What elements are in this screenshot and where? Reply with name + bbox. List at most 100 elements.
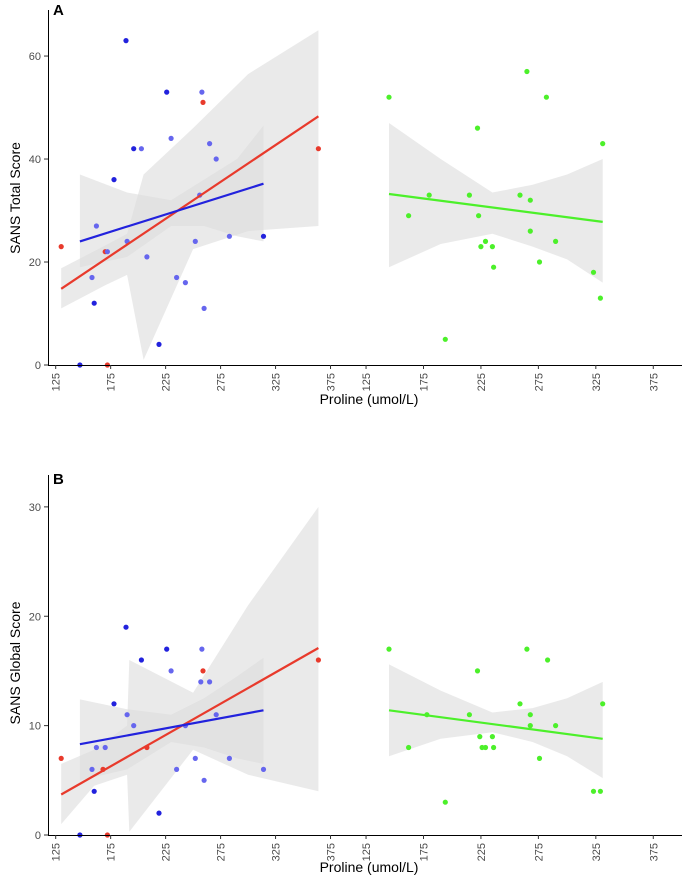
panel-b-right-x-tick-label-375: 375	[648, 843, 660, 861]
panel-b-right-point-14	[527, 723, 533, 729]
panel-a-right-point-4	[466, 192, 472, 198]
panel-a-right-point-18	[590, 269, 597, 275]
panel-b-left-point-20	[198, 679, 204, 685]
panel-b-left-point-14	[156, 810, 162, 816]
panel-a-left-point-24	[207, 141, 213, 147]
panel-a-right-point-2	[426, 192, 432, 198]
panel-b-right-x-tick-label-225: 225	[476, 843, 488, 861]
panel-a-right-point-5	[474, 125, 481, 131]
panel-b-left-point-22	[200, 668, 206, 674]
panel-b-left-point-24	[207, 679, 213, 685]
panel-b-left-confidence-bands	[61, 506, 319, 832]
panel-a-left-point-14	[156, 341, 162, 347]
panel-a-left-point-3	[91, 300, 97, 306]
panel-b-left-point-12	[138, 657, 144, 663]
panel-a-left-point-12	[138, 146, 144, 152]
panel-a-y-tick-label-0: 0	[35, 360, 41, 372]
panel-b-left-point-28	[315, 657, 321, 663]
panel-a-left-point-13	[144, 254, 150, 260]
panel-a-right-point-13	[527, 197, 533, 203]
panel-a-left-point-8	[111, 177, 117, 183]
panel-b-left-point-4	[93, 744, 99, 751]
panel-b-right-point-13	[527, 712, 533, 718]
panel-a-left-x-tick-label-375: 375	[326, 373, 338, 391]
panel-a-left-point-17	[174, 274, 180, 281]
panel-a-left-x-tick-label-275: 275	[216, 373, 228, 391]
panel-b-right-point-15	[536, 755, 543, 762]
panel-b-left-blue-fit-line	[79, 709, 264, 746]
panel-a-left-point-27	[260, 233, 267, 239]
panel-a-left-point-6	[104, 249, 110, 255]
panel-a-left-x-tick-label-225: 225	[161, 373, 173, 391]
panel-b-right-point-6	[477, 734, 483, 740]
panel-a-right-point-8	[482, 238, 489, 244]
panel-b-left-point-25	[213, 712, 219, 718]
panel-b-left-points	[58, 624, 321, 838]
panel-a-right-confidence-bands	[389, 123, 603, 283]
panel-b: B 125 175 225 275 325 375 0 10 20 30 125 175 225 275 3…	[7, 471, 682, 875]
panel-a-left-points	[58, 38, 321, 368]
panel-b-left-fit-lines	[60, 647, 319, 796]
panel-a-right-fit-lines	[388, 192, 603, 223]
panel-a-right-x-tick-label-375: 375	[648, 373, 660, 391]
panel-b-left-point-10	[124, 712, 130, 718]
panel-b-right-point-19	[597, 788, 604, 794]
panel-a-y-tick-label-20: 20	[29, 257, 41, 269]
panel-b-left-point-23	[201, 777, 207, 783]
panel-a-y-axis-title: SANS Total Score	[7, 142, 23, 254]
panel-b-left-x-tick-label-175: 175	[106, 843, 118, 861]
panel-a-right-point-16	[543, 94, 550, 100]
panel-a-axes: 125 175 225 275 325 375 0 20 40 60 125 175 225 275 325…	[29, 10, 682, 391]
panel-b-right-x-tick-label-325: 325	[591, 843, 603, 861]
panel-a-right-point-17	[553, 238, 559, 244]
panel-a-left-fit-lines	[60, 115, 320, 290]
panel-a-left-red-fit-line	[60, 115, 320, 290]
panel-a-right-point-20	[600, 141, 606, 147]
panel-b-y-axis-title: SANS Global Score	[7, 601, 23, 724]
panel-b-right-point-12	[524, 646, 530, 652]
panel-a-left-x-tick-label-125: 125	[51, 373, 63, 391]
panel-a-right-green-fit-line	[388, 192, 603, 223]
panel-a-left-point-28	[315, 146, 321, 152]
panel-b-left-x-tick-label-225: 225	[161, 843, 173, 861]
panel-b-left-point-26	[226, 755, 232, 762]
panel-b-right-point-16	[545, 657, 551, 663]
panel-b-left-point-6	[102, 744, 108, 751]
panel-a-left-point-25	[213, 156, 219, 162]
panel-b-right-green-confidence-band	[389, 664, 603, 779]
panel-a-right-point-9	[489, 244, 495, 250]
panel-a-left-confidence-bands	[61, 30, 319, 360]
panel-b-left-point-2	[89, 766, 95, 773]
panel-a-right-point-1	[406, 213, 412, 219]
panel-a-label: A	[53, 2, 64, 19]
panel-b-right-x-tick-label-175: 175	[418, 843, 430, 861]
panel-b-right-point-3	[442, 799, 448, 805]
panel-b-right-fit-lines	[388, 709, 603, 740]
panel-a-left-blue-fit-line	[79, 182, 264, 243]
panel-b-right-x-tick-label-275: 275	[533, 843, 545, 861]
panel-a-right-x-tick-label-325: 325	[591, 373, 603, 391]
panel-a-right-point-14	[527, 228, 533, 234]
panel-a-right-point-12	[524, 68, 530, 75]
panel-a-y-tick-label-40: 40	[29, 154, 41, 166]
panel-a-right-point-0	[386, 94, 392, 100]
panel-a-left-point-4	[93, 223, 99, 229]
panel-b-left-point-11	[131, 723, 137, 729]
panel-b-left-x-tick-label-275: 275	[216, 843, 228, 861]
panel-a-left-point-15	[164, 89, 170, 95]
panel-b-right-point-17	[553, 723, 559, 729]
panel-a-right-x-tick-label-175: 175	[418, 373, 430, 391]
panel-a-left-blue-confidence-band	[79, 125, 264, 268]
panel-a: A 125 175 225 275 325 375 0 20 40 60 125 175 225 275 3…	[7, 2, 682, 407]
panel-a-right-x-tick-label-125: 125	[361, 373, 373, 391]
panel-b-right-point-0	[386, 646, 392, 652]
panel-b-y-tick-label-30: 30	[29, 502, 41, 514]
panel-b-right-point-1	[406, 744, 412, 751]
panel-b-left-point-19	[192, 755, 198, 762]
panel-a-left-point-22	[200, 99, 206, 105]
panel-b-right-point-10	[491, 744, 497, 751]
panel-a-x-axis-title: Proline (umol/L)	[320, 391, 419, 407]
panel-a-right-green-confidence-band	[389, 123, 603, 283]
panel-b-right-point-18	[590, 788, 597, 794]
panel-b-right-point-4	[466, 712, 472, 718]
